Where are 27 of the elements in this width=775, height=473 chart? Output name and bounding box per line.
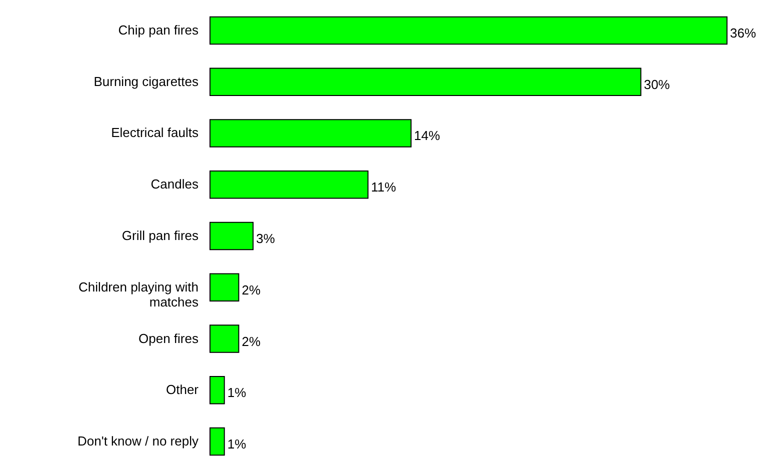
data-label: 3% — [256, 231, 276, 246]
data-label: 11% — [370, 180, 396, 195]
bar — [210, 119, 412, 148]
bar — [210, 376, 225, 404]
bar — [210, 222, 254, 250]
data-label: 30% — [644, 76, 670, 92]
data-label: 36% — [730, 25, 756, 40]
data-label: 1% — [227, 385, 247, 400]
y-tick-label: Candles — [150, 176, 199, 192]
data-label: 2% — [242, 334, 261, 349]
data-label: 1% — [227, 436, 247, 452]
bar — [210, 324, 240, 353]
y-tick-label: Children playing with matches — [78, 279, 199, 310]
y-tick-label: Electrical faults — [111, 125, 199, 140]
y-tick-label: Open fires — [138, 330, 199, 346]
y-tick-label: Don't know / no reply — [78, 434, 199, 449]
y-tick-label: Grill pan fires — [122, 228, 199, 243]
data-label: 2% — [242, 282, 261, 298]
bar — [210, 16, 728, 45]
bar — [210, 273, 240, 302]
bar — [210, 170, 368, 199]
bar — [210, 427, 225, 456]
y-tick-label: Burning cigarettes — [94, 74, 199, 89]
y-tick-label: Chip pan fires — [118, 22, 199, 38]
y-tick-label: Other — [166, 382, 200, 398]
data-label: 14% — [414, 128, 441, 144]
bar — [210, 68, 642, 96]
